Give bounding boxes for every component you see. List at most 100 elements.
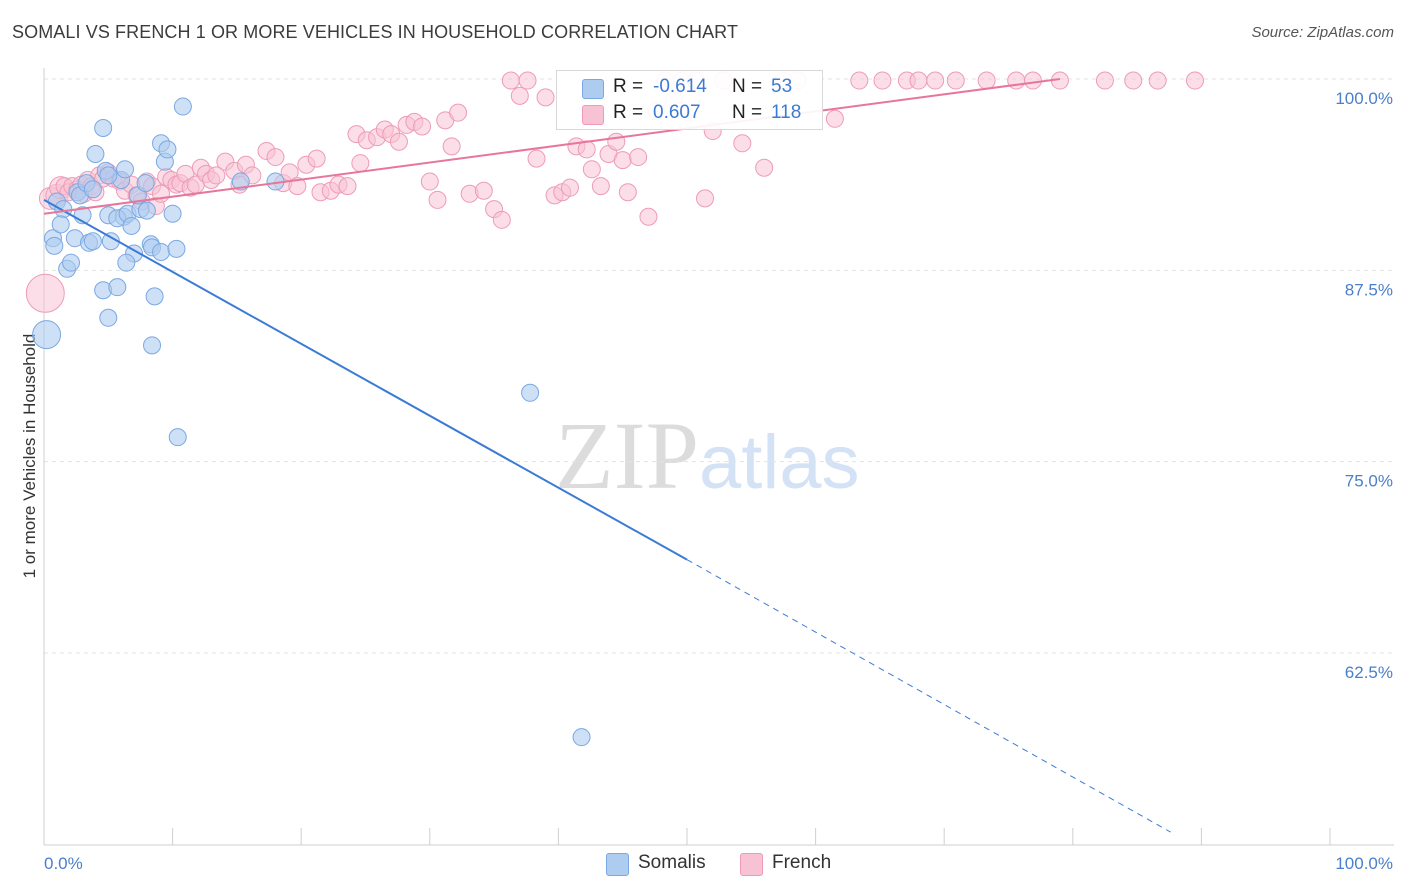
french-legend-icon bbox=[740, 853, 763, 876]
chart-source: Source: ZipAtlas.com bbox=[1251, 24, 1394, 41]
french-point bbox=[492, 210, 511, 229]
french-point bbox=[474, 181, 493, 200]
french-point bbox=[288, 177, 307, 196]
french-point bbox=[518, 71, 537, 90]
french-point bbox=[501, 71, 520, 90]
somali-trend-line bbox=[43, 199, 688, 561]
somali-point bbox=[122, 216, 141, 235]
somali-point bbox=[32, 320, 62, 350]
french-point bbox=[536, 88, 555, 107]
french-point bbox=[307, 149, 326, 168]
somalis-swatch-icon bbox=[582, 79, 604, 99]
french-point bbox=[755, 158, 774, 177]
french-point bbox=[207, 166, 226, 185]
somali-point bbox=[231, 172, 250, 191]
somali-point bbox=[51, 215, 70, 234]
somali-point bbox=[145, 287, 164, 306]
n-label: N = bbox=[732, 76, 763, 97]
french-point bbox=[733, 134, 752, 153]
french-point bbox=[618, 183, 637, 202]
somali-point bbox=[521, 383, 540, 402]
french-trend-line bbox=[43, 78, 1061, 215]
french-point bbox=[1095, 71, 1114, 90]
somali-point bbox=[143, 336, 162, 355]
french-point bbox=[825, 109, 844, 128]
somali-point bbox=[94, 118, 113, 137]
french-point bbox=[413, 117, 432, 136]
somali-point bbox=[83, 180, 102, 199]
legend-label-french: French bbox=[772, 852, 832, 873]
somali-point bbox=[83, 232, 102, 251]
french-point bbox=[639, 207, 658, 226]
french-point bbox=[613, 151, 632, 170]
somalis-legend-icon bbox=[606, 853, 629, 876]
somali-point bbox=[117, 253, 136, 272]
somali-point bbox=[116, 160, 135, 179]
tick-labels: 62.5% 75.0% 87.5% 100.0% 0.0% 100.0% bbox=[44, 89, 1393, 873]
french-point bbox=[977, 71, 996, 90]
somali-point bbox=[137, 201, 156, 220]
r-label: R = bbox=[613, 76, 644, 97]
somali-point bbox=[45, 236, 64, 255]
somali-point bbox=[168, 428, 187, 447]
french-point bbox=[607, 132, 626, 151]
french-point bbox=[442, 137, 461, 156]
french-point bbox=[338, 177, 357, 196]
somali-point bbox=[136, 174, 155, 193]
somali-point bbox=[152, 242, 171, 261]
french-point bbox=[582, 160, 601, 179]
r-value: -0.614 bbox=[653, 76, 707, 97]
french-point bbox=[527, 149, 546, 168]
somali-point bbox=[173, 97, 192, 116]
legend-label-somalis: Somalis bbox=[638, 852, 706, 873]
somali-point bbox=[99, 166, 118, 185]
n-value: 53 bbox=[771, 76, 793, 97]
french-point bbox=[629, 148, 648, 167]
somali-point bbox=[62, 253, 81, 272]
french-point bbox=[1148, 71, 1167, 90]
french-point bbox=[510, 86, 529, 105]
french-point bbox=[389, 132, 408, 151]
n-label: N = bbox=[732, 102, 763, 123]
french-point bbox=[420, 172, 439, 191]
r-label: R = bbox=[613, 102, 644, 123]
french-point bbox=[25, 273, 65, 313]
y-tick-label: 100.0% bbox=[1335, 89, 1393, 108]
french-point bbox=[428, 190, 447, 209]
somali-point bbox=[86, 145, 105, 164]
french-point bbox=[926, 71, 945, 90]
french-point bbox=[909, 71, 928, 90]
french-point bbox=[266, 148, 285, 167]
somali-trend-extension bbox=[686, 559, 1171, 833]
french-point bbox=[946, 71, 965, 90]
somali-point bbox=[108, 278, 127, 297]
somali-point bbox=[99, 308, 118, 327]
somali-point bbox=[158, 140, 177, 159]
french-point bbox=[850, 71, 869, 90]
r-value: 0.607 bbox=[653, 102, 701, 123]
french-point bbox=[1124, 71, 1143, 90]
french-point bbox=[873, 71, 892, 90]
somali-point bbox=[163, 204, 182, 223]
french-point bbox=[449, 103, 468, 122]
french-point bbox=[351, 154, 370, 173]
french-point bbox=[560, 178, 579, 197]
y-tick-label: 62.5% bbox=[1345, 663, 1393, 682]
n-value: 118 bbox=[771, 102, 802, 123]
x-tick-label: 0.0% bbox=[44, 854, 83, 873]
french-point bbox=[591, 177, 610, 196]
french-point bbox=[1023, 71, 1042, 90]
french-swatch-icon bbox=[582, 105, 604, 125]
somali-point bbox=[167, 239, 186, 258]
chart-title: SOMALI VS FRENCH 1 OR MORE VEHICLES IN H… bbox=[12, 22, 739, 42]
somali-points bbox=[32, 97, 591, 747]
somali-point bbox=[572, 728, 591, 747]
y-tick-label: 75.0% bbox=[1345, 472, 1393, 491]
y-tick-label: 87.5% bbox=[1345, 280, 1393, 299]
correlation-legend: R = -0.614 N = 53 R = 0.607 N = 118 bbox=[556, 70, 823, 130]
x-tick-label: 100.0% bbox=[1335, 854, 1393, 873]
french-point bbox=[696, 189, 715, 208]
french-point bbox=[1185, 71, 1204, 90]
trend-lines bbox=[43, 78, 1171, 833]
